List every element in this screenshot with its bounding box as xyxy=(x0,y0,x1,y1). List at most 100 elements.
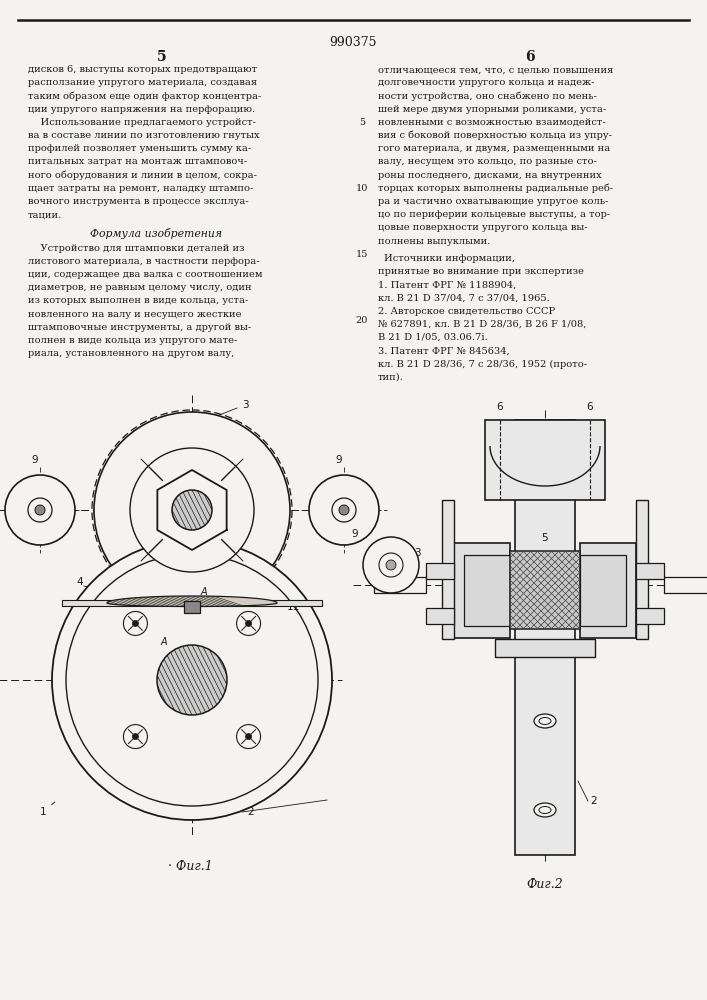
Bar xyxy=(636,608,664,624)
Text: ции упругого напряжения на перфорацию.: ции упругого напряжения на перфорацию. xyxy=(28,105,255,114)
Circle shape xyxy=(172,490,212,530)
Text: ра и частично охватывающие упругое коль-: ра и частично охватывающие упругое коль- xyxy=(378,197,609,206)
Text: торцах которых выполнены радиальные реб-: торцах которых выполнены радиальные реб- xyxy=(378,184,613,193)
Text: 10: 10 xyxy=(134,615,147,625)
Text: 8: 8 xyxy=(500,643,506,653)
Text: A: A xyxy=(201,587,207,597)
Text: 11: 11 xyxy=(287,602,300,612)
Bar xyxy=(426,608,454,624)
Circle shape xyxy=(245,620,252,626)
Polygon shape xyxy=(107,596,277,606)
Text: шей мере двумя упорными роликами, уста-: шей мере двумя упорными роликами, уста- xyxy=(378,105,606,114)
Text: 3: 3 xyxy=(242,400,249,410)
Text: кл. В 21 D 37/04, 7 с 37/04, 1965.: кл. В 21 D 37/04, 7 с 37/04, 1965. xyxy=(378,293,550,302)
Circle shape xyxy=(339,505,349,515)
Text: из которых выполнен в виде кольца, уста-: из которых выполнен в виде кольца, уста- xyxy=(28,296,248,305)
Polygon shape xyxy=(158,470,227,550)
Text: валу, несущем это кольцо, по разные сто-: валу, несущем это кольцо, по разные сто- xyxy=(378,157,597,166)
Text: профилей позволяет уменьшить сумму ка-: профилей позволяет уменьшить сумму ка- xyxy=(28,144,251,153)
Circle shape xyxy=(66,554,318,806)
Text: 6: 6 xyxy=(587,402,593,412)
Circle shape xyxy=(237,725,261,749)
Ellipse shape xyxy=(534,803,556,817)
Bar xyxy=(454,543,510,638)
Text: Устройство для штамповки деталей из: Устройство для штамповки деталей из xyxy=(28,244,245,253)
Text: ного оборудования и линии в целом, сокра-: ного оборудования и линии в целом, сокра… xyxy=(28,171,257,180)
Text: ва в составе линии по изготовлению гнутых: ва в составе линии по изготовлению гнуты… xyxy=(28,131,259,140)
Text: таким образом еще один фактор концентра-: таким образом еще один фактор концентра- xyxy=(28,91,262,101)
Circle shape xyxy=(132,734,139,740)
Circle shape xyxy=(157,645,227,715)
Text: 4: 4 xyxy=(76,577,83,587)
Circle shape xyxy=(35,505,45,515)
Bar xyxy=(442,500,454,639)
Text: гого материала, и двумя, размещенными на: гого материала, и двумя, размещенными на xyxy=(378,144,610,153)
Circle shape xyxy=(5,475,75,545)
Bar xyxy=(464,555,510,626)
Circle shape xyxy=(386,560,396,570)
Text: дисков 6, выступы которых предотвращают: дисков 6, выступы которых предотвращают xyxy=(28,65,257,74)
Text: 15: 15 xyxy=(356,250,368,259)
Text: Источники информации,: Источники информации, xyxy=(385,254,515,263)
Circle shape xyxy=(52,540,332,820)
Text: принятые во внимание при экспертизе: принятые во внимание при экспертизе xyxy=(378,267,584,276)
Text: 9: 9 xyxy=(351,529,358,539)
Text: 1: 1 xyxy=(40,802,55,817)
Text: 6: 6 xyxy=(497,402,503,412)
Circle shape xyxy=(124,611,148,635)
Text: полнены выпуклыми.: полнены выпуклыми. xyxy=(378,237,491,246)
Circle shape xyxy=(332,498,356,522)
Text: цо по периферии кольцевые выступы, а тор-: цо по периферии кольцевые выступы, а тор… xyxy=(378,210,610,219)
Text: Формула изобретения: Формула изобретения xyxy=(90,228,222,239)
Circle shape xyxy=(245,734,252,740)
Text: щает затраты на ремонт, наладку штампо-: щает затраты на ремонт, наладку штампо- xyxy=(28,184,253,193)
Text: вочного инструмента в процессе эксплуа-: вочного инструмента в процессе эксплуа- xyxy=(28,197,249,206)
Bar xyxy=(510,551,580,629)
Circle shape xyxy=(363,537,419,593)
Text: Использование предлагаемого устройст-: Использование предлагаемого устройст- xyxy=(28,118,256,127)
Text: тации.: тации. xyxy=(28,210,62,219)
Bar xyxy=(426,563,454,579)
Ellipse shape xyxy=(534,714,556,728)
Text: 5: 5 xyxy=(359,118,365,127)
Text: 9: 9 xyxy=(32,455,38,465)
Circle shape xyxy=(309,475,379,545)
Text: 2: 2 xyxy=(247,807,254,817)
Circle shape xyxy=(130,448,254,572)
Bar xyxy=(580,543,636,638)
Circle shape xyxy=(379,553,403,577)
Bar xyxy=(636,500,648,639)
Circle shape xyxy=(132,620,139,626)
Circle shape xyxy=(94,412,290,608)
Text: 3. Патент ФРГ № 845634,: 3. Патент ФРГ № 845634, xyxy=(378,346,510,355)
Text: 990375: 990375 xyxy=(329,36,377,49)
Text: кл. В 21 D 28/36, 7 с 28/36, 1952 (прото-: кл. В 21 D 28/36, 7 с 28/36, 1952 (прото… xyxy=(378,359,587,369)
Bar xyxy=(485,420,605,500)
Circle shape xyxy=(124,725,148,749)
Text: 9: 9 xyxy=(336,455,342,465)
Text: новленного на валу и несущего жесткие: новленного на валу и несущего жесткие xyxy=(28,310,242,319)
Text: листового материала, в частности перфора-: листового материала, в частности перфора… xyxy=(28,257,259,266)
Text: 2. Авторское свидетельство СССР: 2. Авторское свидетельство СССР xyxy=(378,307,555,316)
Bar xyxy=(495,639,595,657)
Text: 1. Патент ФРГ № 1188904,: 1. Патент ФРГ № 1188904, xyxy=(378,280,516,289)
Text: штамповочные инструменты, а другой вы-: штамповочные инструменты, а другой вы- xyxy=(28,323,251,332)
Text: вия с боковой поверхностью кольца из упру-: вия с боковой поверхностью кольца из упр… xyxy=(378,131,612,140)
Text: Фиг.2: Фиг.2 xyxy=(527,878,563,891)
Text: 5: 5 xyxy=(542,533,549,543)
Text: 3: 3 xyxy=(414,548,421,558)
Bar xyxy=(580,555,626,626)
Bar xyxy=(184,601,200,613)
Text: питальных затрат на монтаж штамповоч-: питальных затрат на монтаж штамповоч- xyxy=(28,157,247,166)
Text: № 627891, кл. В 21 D 28/36, В 26 F 1/08,: № 627891, кл. В 21 D 28/36, В 26 F 1/08, xyxy=(378,320,586,329)
Text: полнен в виде кольца из упругого мате-: полнен в виде кольца из упругого мате- xyxy=(28,336,238,345)
Bar xyxy=(62,600,322,606)
Text: В 21 D 1/05, 03.06.7i.: В 21 D 1/05, 03.06.7i. xyxy=(378,333,488,342)
Text: диаметров, не равным целому числу, один: диаметров, не равным целому числу, один xyxy=(28,283,252,292)
Text: 10: 10 xyxy=(356,184,368,193)
Text: ции, содержащее два валка с соотношением: ции, содержащее два валка с соотношением xyxy=(28,270,262,279)
Text: новленными с возможностью взаимодейст-: новленными с возможностью взаимодейст- xyxy=(378,118,606,127)
Text: долговечности упругого кольца и надеж-: долговечности упругого кольца и надеж- xyxy=(378,78,595,87)
Bar xyxy=(374,577,426,593)
Bar xyxy=(664,577,707,593)
